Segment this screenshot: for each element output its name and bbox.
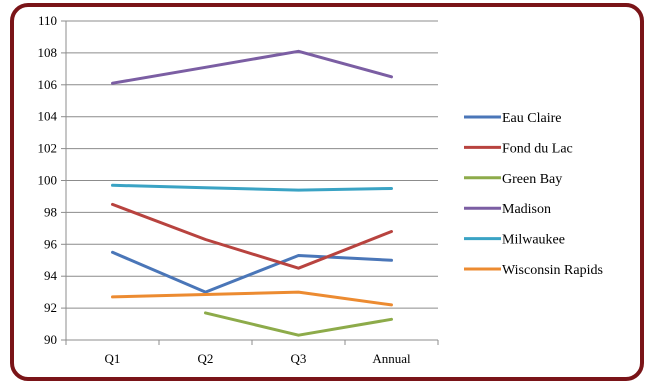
y-tick-label: 102 [38,141,58,156]
y-tick-label: 104 [38,109,58,124]
x-tick-label: Q2 [198,351,214,366]
x-tick-label: Annual [372,351,411,366]
x-tick-label: Q1 [105,351,121,366]
y-tick-label: 96 [44,236,58,251]
series-line-wisconsin-rapids [111,290,393,307]
y-tick-label: 108 [38,45,58,60]
legend-label: Eau Claire [502,111,561,126]
series-line-madison [111,49,393,85]
y-tick-label: 110 [38,13,57,28]
y-tick-label: 92 [44,300,57,315]
legend-label: Milwaukee [502,233,565,248]
series-line-fond-du-lac [111,202,393,270]
series-line-eau-claire [111,250,393,294]
x-tick-label: Q3 [291,351,307,366]
legend-label: Fond du Lac [502,141,573,156]
series-line-milwaukee [111,183,393,192]
legend-label: Madison [502,202,551,217]
y-tick-label: 94 [44,268,58,283]
y-tick-label: 98 [44,204,57,219]
legend-label: Wisconsin Rapids [502,263,603,278]
y-tick-label: 100 [38,173,58,188]
chart-frame [10,3,644,381]
legend-label: Green Bay [502,172,562,187]
y-tick-label: 106 [38,77,58,92]
series-line-green-bay [204,311,393,337]
y-tick-label: 90 [44,332,57,347]
